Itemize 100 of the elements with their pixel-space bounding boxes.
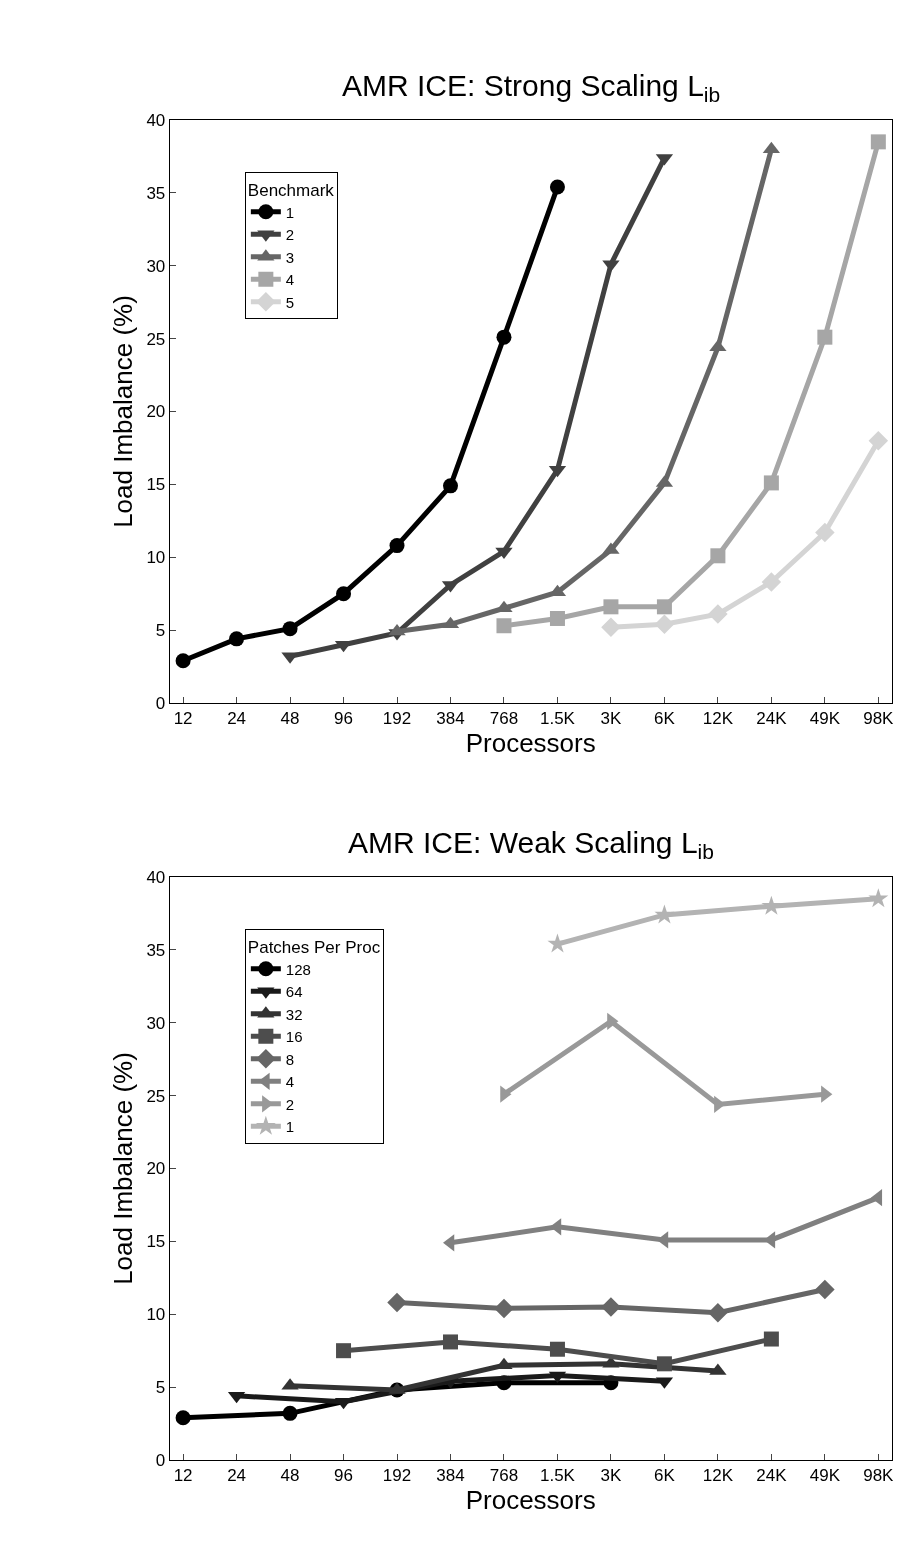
y-tick-label: 30 [146, 1013, 166, 1033]
x-tick-label: 12K [702, 1466, 734, 1486]
x-tick-label: 12 [173, 709, 193, 729]
y-axis-title: Load Imbalance (%) [107, 1052, 138, 1285]
x-tick-label: 24K [756, 709, 788, 729]
point [549, 610, 565, 626]
point [549, 179, 565, 195]
y-tick-label: 25 [146, 1086, 166, 1106]
x-tick-label: 12 [173, 1466, 193, 1486]
point [389, 538, 405, 554]
y-tick-label: 35 [146, 183, 166, 203]
x-tick-label: 384 [436, 1466, 465, 1486]
point [656, 1356, 672, 1372]
point [710, 548, 726, 564]
x-tick-label: 24 [227, 709, 247, 729]
y-tick-label: 15 [146, 1232, 166, 1252]
legend-label: 8 [285, 1050, 295, 1068]
point [761, 572, 782, 592]
x-tick-label: 384 [436, 709, 465, 729]
legend-label: 16 [285, 1028, 303, 1046]
y-tick-label: 10 [146, 548, 166, 568]
y-tick-label: 5 [155, 621, 166, 641]
point [870, 134, 886, 150]
point [815, 522, 835, 543]
legend-label: 3 [285, 248, 295, 266]
point [654, 904, 675, 924]
x-tick-label: 48 [280, 1466, 300, 1486]
x-tick-label: 6K [654, 709, 676, 729]
legend-label: 2 [285, 226, 295, 244]
y-tick-label: 20 [146, 402, 166, 422]
point [496, 329, 512, 345]
point [763, 475, 779, 491]
point [175, 1410, 191, 1426]
x-tick-label: 24K [756, 1466, 788, 1486]
point [496, 618, 512, 634]
point [868, 888, 889, 908]
point [654, 614, 675, 635]
x-tick-label: 49K [809, 1466, 841, 1486]
x-tick-label: 98K [863, 1466, 895, 1486]
x-tick-label: 192 [382, 1466, 412, 1486]
x-tick-label: 96 [334, 1466, 353, 1486]
legend-label: 2 [285, 1095, 295, 1113]
y-axis-title: Load Imbalance (%) [107, 295, 138, 528]
y-tick-label: 10 [146, 1305, 166, 1325]
x-tick-label: 3K [600, 1466, 622, 1486]
x-tick-label: 24 [227, 1466, 247, 1486]
point [549, 1218, 562, 1236]
y-tick-label: 30 [146, 256, 166, 276]
legend-title: Benchmark [247, 180, 335, 200]
point [229, 631, 245, 647]
legend-label: 32 [285, 1005, 303, 1023]
point [601, 617, 621, 637]
point [815, 1279, 835, 1300]
y-tick-label: 0 [155, 1450, 166, 1470]
point [763, 1331, 779, 1347]
y-tick-label: 40 [146, 110, 166, 130]
point [761, 895, 782, 915]
point [656, 599, 672, 615]
point [549, 1341, 565, 1357]
point [603, 599, 619, 615]
point [336, 1343, 352, 1359]
legend-title: Patches Per Proc [247, 937, 381, 957]
y-tick-label: 35 [146, 940, 166, 960]
y-tick-label: 15 [146, 475, 166, 495]
x-tick-label: 48 [280, 709, 300, 729]
point [656, 1231, 669, 1249]
point [868, 430, 889, 451]
legend-label: 4 [285, 1073, 295, 1091]
x-tick-label: 49K [809, 709, 841, 729]
legend-label: 128 [285, 960, 311, 978]
point [708, 604, 728, 624]
x-tick-label: 12K [702, 709, 734, 729]
x-tick-label: 6K [654, 1466, 676, 1486]
point [443, 478, 458, 494]
x-tick-label: 192 [382, 709, 412, 729]
x-tick-label: 3K [600, 709, 622, 729]
x-tick-label: 768 [489, 709, 519, 729]
point [282, 1405, 298, 1421]
chart-title: AMR ICE: Strong Scaling L$_{ib}$ [342, 69, 721, 107]
x-tick-label: 96 [334, 709, 353, 729]
point [708, 1303, 728, 1323]
legend-label: 1 [285, 203, 295, 221]
y-tick-label: 25 [146, 329, 166, 349]
point [601, 1297, 621, 1317]
point [709, 339, 727, 352]
legend-label: 5 [285, 293, 295, 311]
y-tick-label: 20 [146, 1159, 166, 1179]
x-tick-label: 1.5K [539, 1466, 576, 1486]
legend-label: 4 [285, 271, 295, 289]
y-tick-label: 5 [155, 1378, 166, 1398]
point [443, 1334, 458, 1350]
point [817, 329, 833, 345]
chart-title: AMR ICE: Weak Scaling L$_{ib}$ [348, 826, 714, 864]
legend-label: 1 [285, 1118, 295, 1136]
point [282, 621, 298, 637]
x-tick-label: 1.5K [539, 709, 576, 729]
y-tick-label: 0 [155, 693, 166, 713]
x-axis-title: Processors [465, 1485, 596, 1516]
y-tick-label: 40 [146, 867, 166, 887]
x-tick-label: 768 [489, 1466, 519, 1486]
